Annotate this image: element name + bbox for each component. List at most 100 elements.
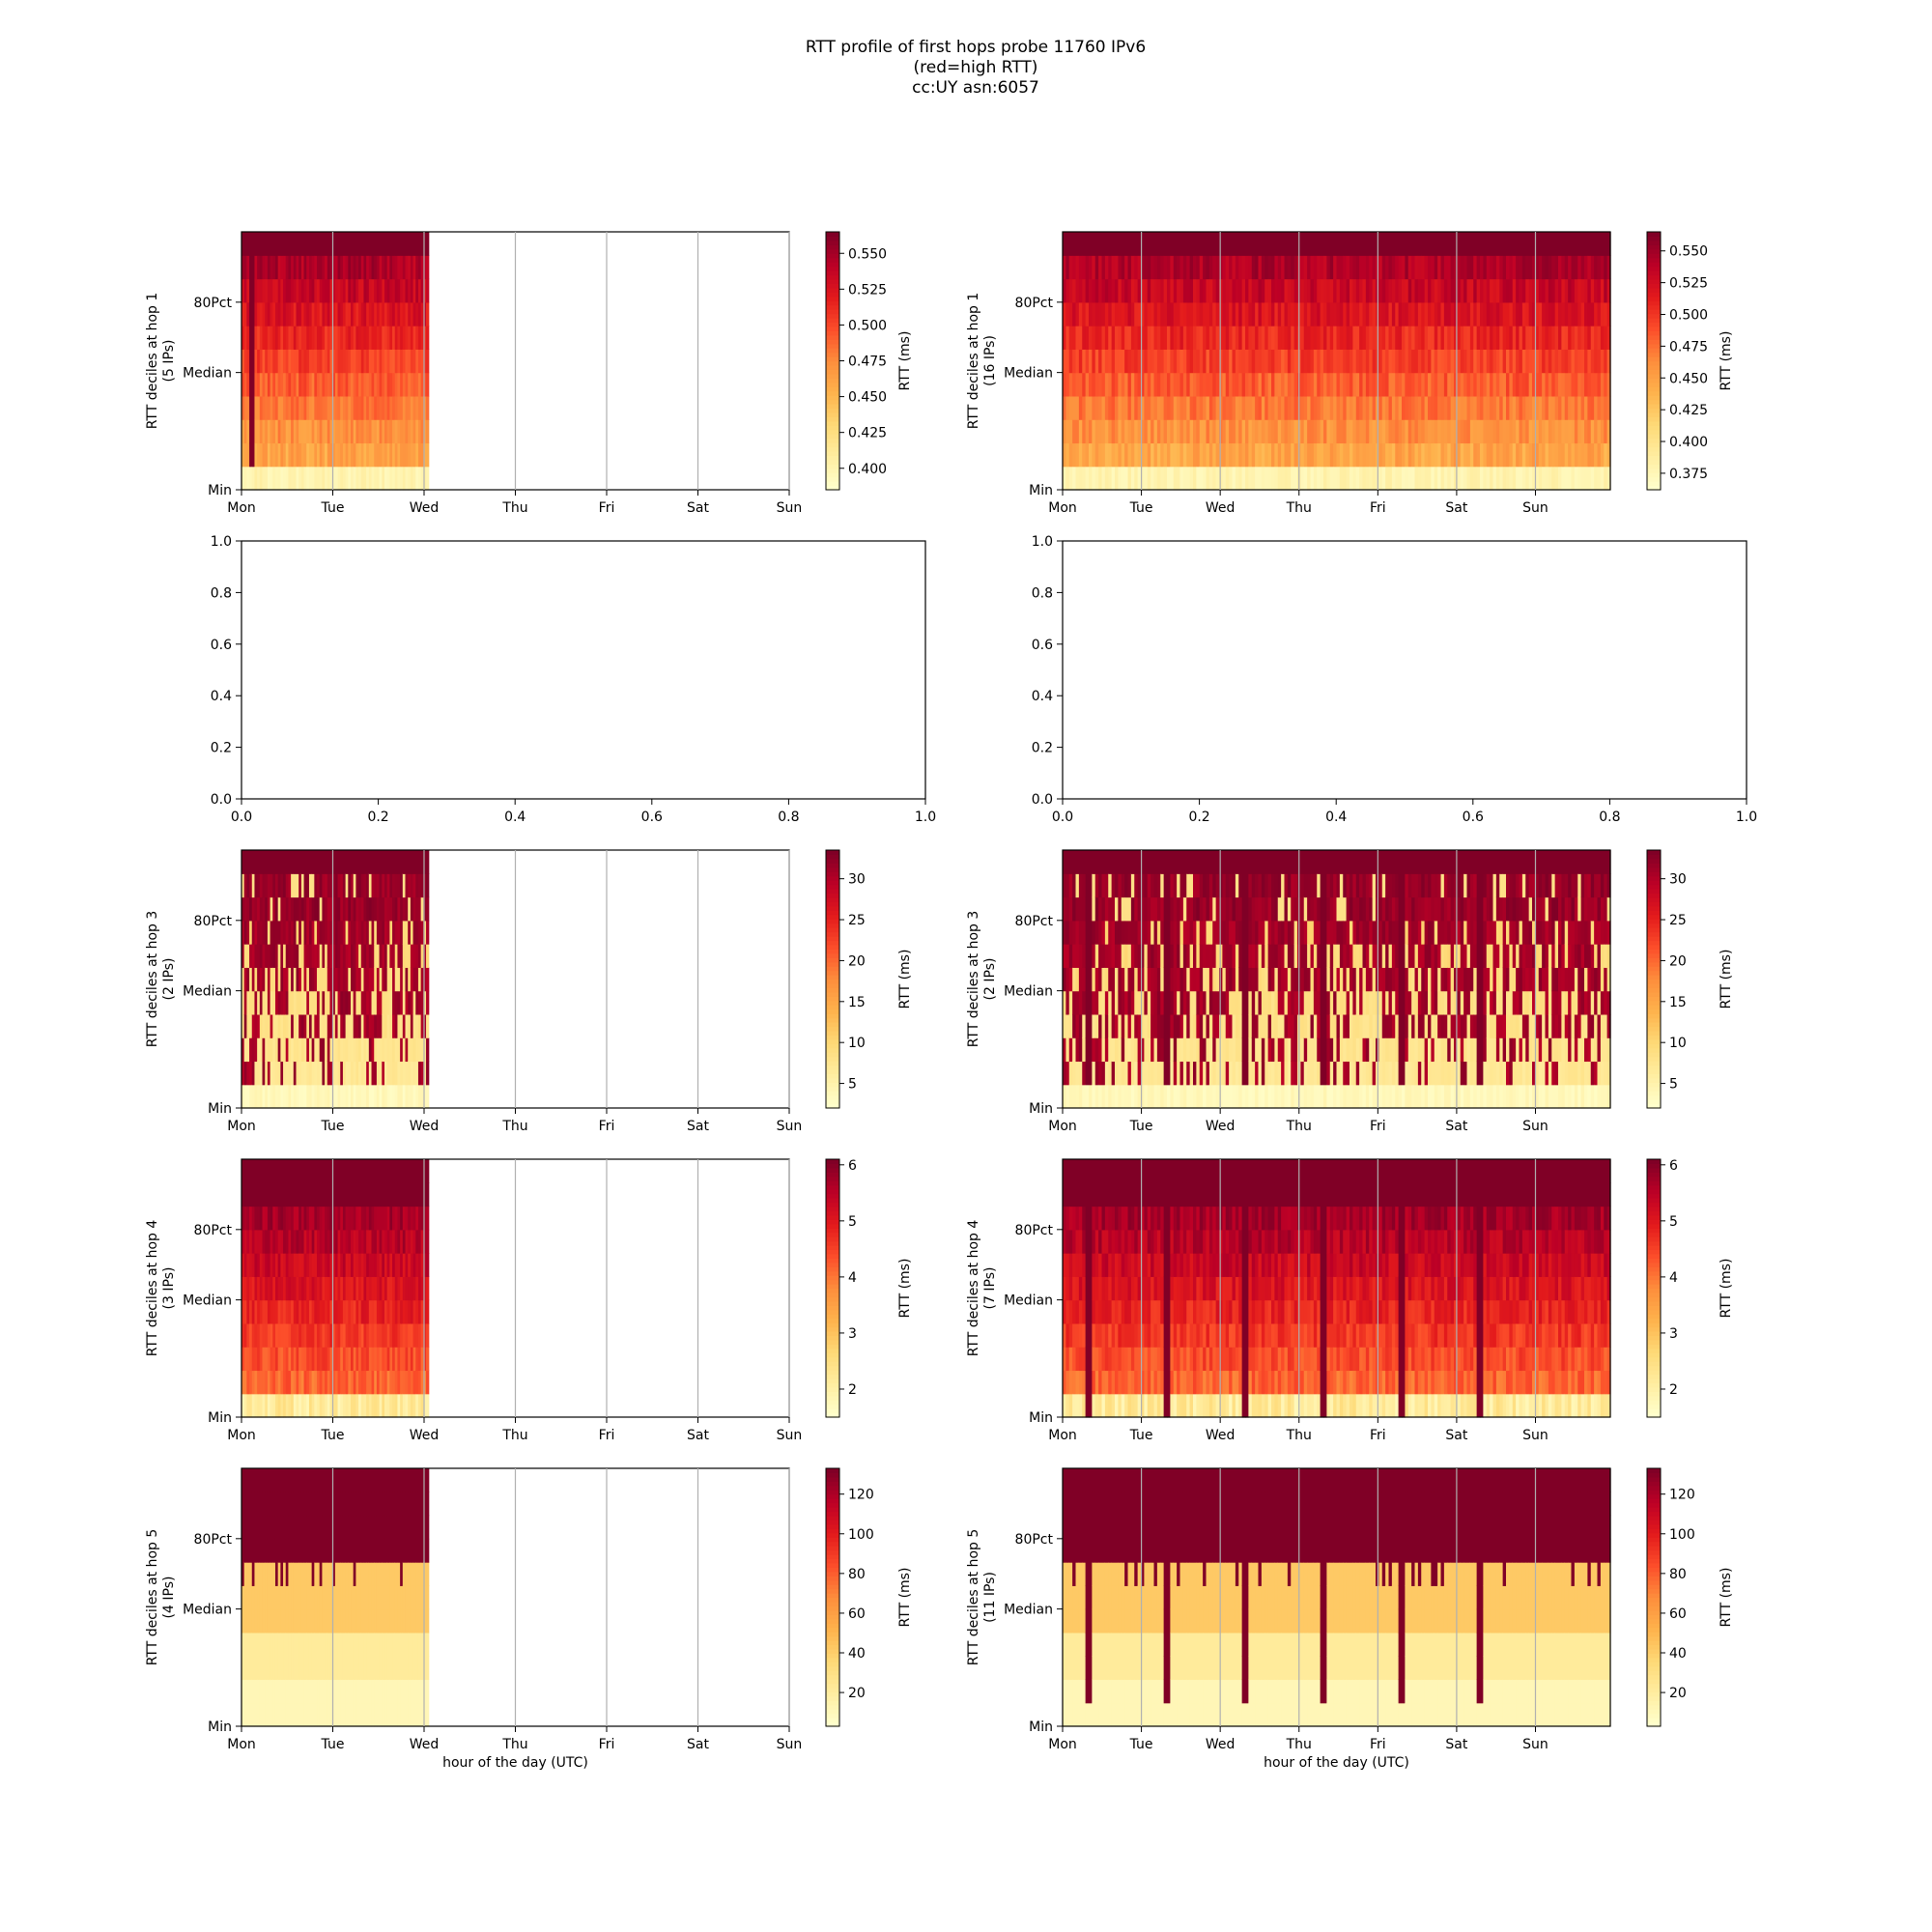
heatmap-cell <box>1267 232 1272 256</box>
heatmap-cell <box>246 349 250 374</box>
heatmap-cell <box>1199 395 1204 420</box>
heatmap-cell <box>1196 349 1201 374</box>
colorbar-segment <box>1647 339 1661 345</box>
heatmap-cell <box>337 326 341 350</box>
heatmap-cell <box>291 255 295 280</box>
heatmap-cell <box>1121 466 1125 491</box>
colorbar-segment <box>826 339 839 345</box>
heatmap-cell <box>394 466 399 491</box>
colorbar-segment <box>826 390 839 396</box>
heatmap-cell <box>1206 466 1210 491</box>
heatmap-cell <box>1274 278 1279 303</box>
colorbar-segment <box>1647 348 1661 354</box>
heatmap-cell <box>1287 442 1292 468</box>
heatmap-cell <box>285 466 290 491</box>
heatmap-cell <box>1281 372 1286 397</box>
heatmap-cell <box>246 395 250 420</box>
colorbar-segment <box>1647 236 1661 242</box>
colorbar-segment <box>826 399 839 405</box>
y-tick-label: 0.8 <box>211 585 232 601</box>
heatmap-cell <box>382 278 385 303</box>
heatmap-cell <box>1267 395 1272 420</box>
y-tick-label: Median <box>183 984 232 1000</box>
heatmap-cell <box>1277 349 1282 374</box>
heatmap-cell <box>1098 232 1103 256</box>
heatmap-cell <box>1153 466 1158 491</box>
colorbar-segment <box>826 348 839 354</box>
heatmap-cell <box>1251 278 1256 303</box>
heatmap-cell <box>329 326 333 350</box>
heatmap-cell <box>1101 395 1106 420</box>
colorbar-segment <box>1647 287 1661 293</box>
heatmap-cell <box>1108 349 1113 374</box>
heatmap-cell <box>402 419 407 444</box>
heatmap-cell <box>368 301 373 327</box>
heatmap-cell <box>1151 255 1155 280</box>
heatmap-cell <box>1238 442 1243 468</box>
colorbar-segment <box>826 923 839 928</box>
colorbar-segment <box>826 1013 839 1019</box>
heatmap-cell <box>1199 255 1204 280</box>
heatmap-cell <box>1167 255 1171 280</box>
heatmap-cell <box>1235 466 1239 491</box>
heatmap-cell <box>1115 255 1119 280</box>
heatmap-cell <box>327 419 331 444</box>
colorbar-segment <box>826 880 839 886</box>
heatmap-cell <box>410 395 414 420</box>
heatmap-cell <box>1274 442 1279 468</box>
heatmap-cell <box>1284 466 1289 491</box>
heatmap-cell <box>243 232 247 256</box>
heatmap-cell <box>1225 301 1230 327</box>
heatmap-cell <box>1078 301 1083 327</box>
heatmap-cell <box>382 255 385 280</box>
heatmap-cell <box>254 466 258 491</box>
heatmap-cell <box>319 349 324 374</box>
heatmap-cell <box>306 278 310 303</box>
heatmap-cell <box>306 326 310 350</box>
heatmap-cell <box>1264 372 1269 397</box>
heatmap-cell <box>379 372 383 397</box>
heatmap-cell <box>262 466 266 491</box>
heatmap-cell <box>397 419 401 444</box>
heatmap-cell <box>1163 278 1168 303</box>
heatmap-cell <box>382 349 385 374</box>
heatmap-cell <box>1186 278 1191 303</box>
colorbar-segment <box>826 996 839 1002</box>
heatmap-cell <box>415 419 419 444</box>
heatmap-cell <box>1203 278 1208 303</box>
heatmap-cell <box>389 232 393 256</box>
heatmap-cell <box>392 349 396 374</box>
heatmap-cell <box>386 372 390 397</box>
y-tick-label: 0.2 <box>211 741 232 756</box>
heatmap-cell <box>1291 395 1295 420</box>
heatmap-cell <box>322 442 326 468</box>
heatmap-cell <box>1065 255 1070 280</box>
heatmap-cell <box>1144 278 1149 303</box>
heatmap-cell <box>351 326 355 350</box>
heatmap-cell <box>420 278 424 303</box>
colorbar-segment <box>826 481 839 487</box>
heatmap-cell <box>360 442 365 468</box>
heatmap-cell <box>412 255 416 280</box>
heatmap-cell <box>246 255 250 280</box>
heatmap-cell <box>358 349 362 374</box>
heatmap-cell <box>1208 255 1213 280</box>
heatmap-cell <box>291 372 295 397</box>
heatmap-cell <box>296 232 299 256</box>
heatmap-cell <box>1089 372 1093 397</box>
heatmap-cell <box>386 278 390 303</box>
heatmap-cell <box>332 349 336 374</box>
heatmap-cell <box>1078 326 1083 350</box>
heatmap-cell <box>410 326 414 350</box>
heatmap-cell <box>243 442 247 468</box>
heatmap-cell <box>319 419 324 444</box>
heatmap-cell <box>426 278 430 303</box>
colorbar-segment <box>1647 399 1661 405</box>
heatmap-cell <box>417 301 422 327</box>
heatmap-cell <box>1241 232 1246 256</box>
heatmap-cell <box>410 278 414 303</box>
heatmap-cell <box>1179 395 1184 420</box>
heatmap-cell <box>249 442 253 468</box>
heatmap-cell <box>317 232 321 256</box>
colorbar-segment <box>826 240 839 245</box>
